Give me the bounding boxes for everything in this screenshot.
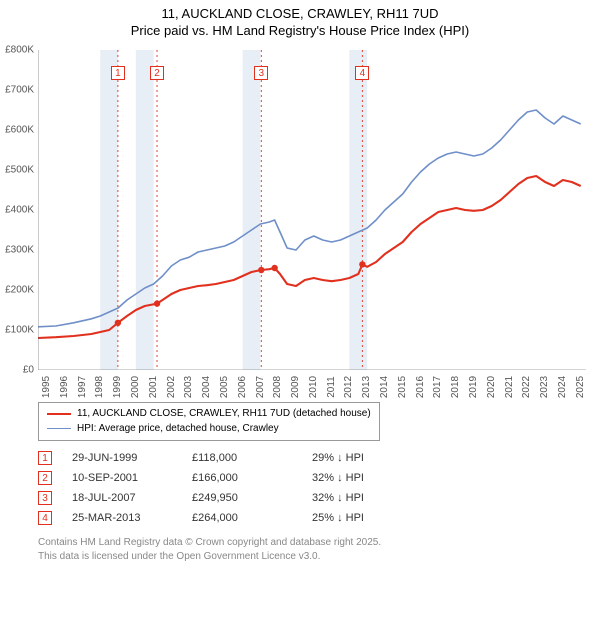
y-tick-label: £300K bbox=[0, 245, 34, 256]
legend-label: 11, AUCKLAND CLOSE, CRAWLEY, RH11 7UD (d… bbox=[77, 407, 371, 422]
sales-row-hpi: 29% ↓ HPI bbox=[312, 452, 432, 464]
legend: 11, AUCKLAND CLOSE, CRAWLEY, RH11 7UD (d… bbox=[38, 402, 380, 441]
sale-marker-1: 1 bbox=[111, 66, 125, 80]
footer-line-2: This data is licensed under the Open Gov… bbox=[38, 550, 381, 564]
x-tick-label: 2013 bbox=[361, 376, 372, 398]
x-tick-label: 2010 bbox=[308, 376, 319, 398]
footer-line-1: Contains HM Land Registry data © Crown c… bbox=[38, 536, 381, 550]
legend-swatch bbox=[47, 428, 71, 429]
x-tick-label: 1999 bbox=[112, 376, 123, 398]
x-tick-label: 2023 bbox=[539, 376, 550, 398]
x-tick-label: 2016 bbox=[415, 376, 426, 398]
x-tick-label: 1997 bbox=[77, 376, 88, 398]
x-tick-label: 2015 bbox=[397, 376, 408, 398]
x-tick-label: 1998 bbox=[94, 376, 105, 398]
y-tick-label: £100K bbox=[0, 325, 34, 336]
x-tick-label: 2008 bbox=[272, 376, 283, 398]
sales-table: 1 29-JUN-1999£118,00029% ↓ HPI 2 10-SEP-200… bbox=[38, 448, 432, 528]
sales-row: 3 18-JUL-2007£249,95032% ↓ HPI bbox=[38, 488, 432, 508]
sales-row-date: 25-MAR-2013 bbox=[72, 512, 192, 524]
legend-item: HPI: Average price, detached house, Craw… bbox=[47, 422, 371, 437]
x-tick-label: 2011 bbox=[326, 376, 337, 398]
x-tick-label: 2006 bbox=[237, 376, 248, 398]
y-tick-label: £0 bbox=[0, 365, 34, 376]
sale-marker-3: 3 bbox=[254, 66, 268, 80]
x-tick-label: 2019 bbox=[468, 376, 479, 398]
sales-row-date: 18-JUL-2007 bbox=[72, 492, 192, 504]
x-tick-label: 2002 bbox=[166, 376, 177, 398]
sales-row-price: £166,000 bbox=[192, 472, 312, 484]
x-tick-label: 1996 bbox=[59, 376, 70, 398]
sales-row-hpi: 32% ↓ HPI bbox=[312, 472, 432, 484]
sales-row-price: £249,950 bbox=[192, 492, 312, 504]
sale-marker-4: 4 bbox=[355, 66, 369, 80]
sales-row-marker: 2 bbox=[38, 471, 52, 485]
line-chart bbox=[38, 50, 586, 370]
title-line-1: 11, AUCKLAND CLOSE, CRAWLEY, RH11 7UD bbox=[0, 6, 600, 21]
sales-row: 1 29-JUN-1999£118,00029% ↓ HPI bbox=[38, 448, 432, 468]
x-tick-label: 2022 bbox=[521, 376, 532, 398]
x-tick-label: 2005 bbox=[219, 376, 230, 398]
y-tick-label: £800K bbox=[0, 45, 34, 56]
y-tick-label: £700K bbox=[0, 85, 34, 96]
x-tick-label: 2025 bbox=[575, 376, 586, 398]
y-tick-label: £500K bbox=[0, 165, 34, 176]
footer-attribution: Contains HM Land Registry data © Crown c… bbox=[38, 536, 381, 563]
x-tick-label: 2000 bbox=[130, 376, 141, 398]
x-tick-label: 2003 bbox=[183, 376, 194, 398]
sales-row-marker: 3 bbox=[38, 491, 52, 505]
y-tick-label: £200K bbox=[0, 285, 34, 296]
chart-area: £0£100K£200K£300K£400K£500K£600K£700K£80… bbox=[38, 50, 586, 370]
sales-row-price: £118,000 bbox=[192, 452, 312, 464]
legend-label: HPI: Average price, detached house, Craw… bbox=[77, 422, 279, 437]
sales-row-date: 29-JUN-1999 bbox=[72, 452, 192, 464]
x-tick-label: 1995 bbox=[41, 376, 52, 398]
legend-swatch bbox=[47, 413, 71, 415]
sales-row-price: £264,000 bbox=[192, 512, 312, 524]
x-tick-label: 2021 bbox=[504, 376, 515, 398]
x-tick-label: 2018 bbox=[450, 376, 461, 398]
title-line-2: Price paid vs. HM Land Registry's House … bbox=[0, 23, 600, 38]
y-tick-label: £400K bbox=[0, 205, 34, 216]
sale-marker-2: 2 bbox=[150, 66, 164, 80]
sales-row-date: 10-SEP-2001 bbox=[72, 472, 192, 484]
y-tick-label: £600K bbox=[0, 125, 34, 136]
legend-item: 11, AUCKLAND CLOSE, CRAWLEY, RH11 7UD (d… bbox=[47, 407, 371, 422]
x-tick-label: 2004 bbox=[201, 376, 212, 398]
sales-row-marker: 4 bbox=[38, 511, 52, 525]
x-tick-label: 2020 bbox=[486, 376, 497, 398]
x-tick-label: 2001 bbox=[148, 376, 159, 398]
chart-title: 11, AUCKLAND CLOSE, CRAWLEY, RH11 7UD Pr… bbox=[0, 0, 600, 38]
x-tick-label: 2007 bbox=[255, 376, 266, 398]
x-tick-label: 2024 bbox=[557, 376, 568, 398]
sales-row-hpi: 25% ↓ HPI bbox=[312, 512, 432, 524]
sales-row: 2 10-SEP-2001£166,00032% ↓ HPI bbox=[38, 468, 432, 488]
x-tick-label: 2012 bbox=[343, 376, 354, 398]
x-tick-label: 2014 bbox=[379, 376, 390, 398]
x-tick-label: 2017 bbox=[432, 376, 443, 398]
sales-row-hpi: 32% ↓ HPI bbox=[312, 492, 432, 504]
sales-row-marker: 1 bbox=[38, 451, 52, 465]
sales-row: 4 25-MAR-2013£264,00025% ↓ HPI bbox=[38, 508, 432, 528]
x-tick-label: 2009 bbox=[290, 376, 301, 398]
